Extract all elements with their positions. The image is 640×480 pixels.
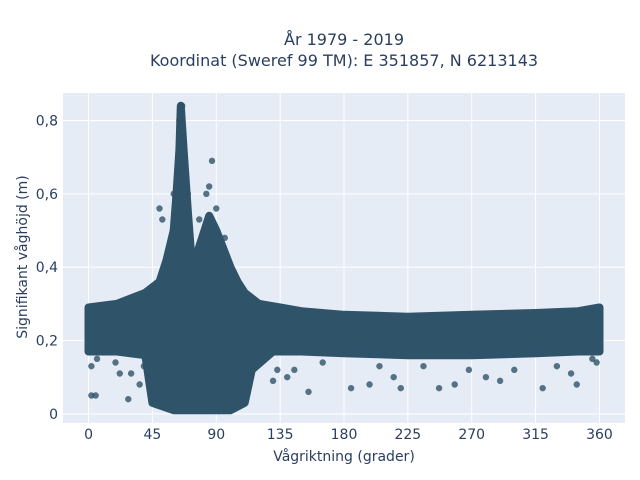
data-point-30	[305, 388, 312, 396]
data-point-2	[88, 362, 95, 370]
chart-title-line2: Koordinat (Sweref 99 TM): E 351857, N 62…	[150, 51, 538, 70]
data-point-5	[116, 370, 123, 377]
x-tick-label-8: 360	[586, 427, 613, 443]
x-tick-labels: 0 45 90 135 180 225 270 315 360	[84, 427, 613, 443]
x-tick-label-2: 90	[207, 427, 225, 443]
data-point-38	[435, 384, 443, 392]
data-point-1	[92, 392, 99, 399]
data-point-4	[112, 359, 119, 366]
data-point-13	[174, 168, 182, 176]
y-tick-label-4: 0,8	[36, 114, 58, 130]
data-point-6	[125, 395, 132, 403]
data-point-46	[567, 370, 575, 377]
data-point-39	[451, 381, 458, 388]
data-point-23	[221, 234, 228, 242]
data-point-37	[420, 362, 427, 370]
x-axis-label: Vågriktning (grader)	[273, 448, 415, 465]
data-point-32	[347, 384, 355, 392]
data-point-9	[140, 362, 148, 370]
data-point-49	[593, 359, 600, 366]
x-tick-label-1: 45	[143, 427, 161, 443]
data-point-28	[284, 373, 291, 381]
data-point-12	[170, 190, 177, 198]
data-point-8	[136, 381, 143, 388]
data-point-3	[93, 355, 101, 363]
data-point-48	[589, 355, 596, 363]
data-point-10	[156, 205, 163, 212]
y-tick-label-0: 0	[49, 407, 58, 423]
data-point-33	[366, 381, 373, 388]
data-point-11	[159, 216, 166, 223]
data-point-44	[539, 384, 546, 392]
data-point-15	[177, 109, 184, 117]
data-point-47	[573, 381, 580, 388]
y-tick-label-3: 0,6	[36, 187, 58, 203]
y-tick-label-2: 0,4	[36, 260, 58, 276]
data-point-19	[203, 190, 210, 198]
data-point-14	[176, 117, 183, 124]
data-point-25	[255, 351, 263, 359]
data-point-45	[553, 362, 561, 370]
data-point-41	[482, 373, 490, 381]
x-tick-label-0: 0	[84, 427, 93, 443]
data-point-27	[274, 366, 281, 374]
data-point-24	[245, 359, 253, 366]
x-tick-label-3: 135	[267, 427, 294, 443]
data-point-42	[496, 377, 504, 385]
data-point-31	[319, 359, 326, 366]
data-point-21	[208, 157, 216, 165]
y-tick-labels: 0 0,2 0,4 0,6 0,8	[36, 114, 58, 423]
data-point-40	[465, 366, 473, 374]
scatter-points	[88, 102, 600, 403]
data-point-36	[397, 384, 404, 392]
data-point-16	[179, 102, 186, 110]
data-point-20	[205, 183, 213, 190]
data-point-17	[184, 190, 192, 198]
data-point-29	[291, 366, 298, 374]
x-tick-label-6: 270	[458, 427, 485, 443]
data-point-35	[390, 373, 397, 381]
data-point-34	[376, 362, 383, 370]
data-point-26	[269, 377, 277, 385]
x-tick-label-5: 225	[394, 427, 421, 443]
data-point-22	[213, 205, 220, 212]
data-point-18	[196, 216, 203, 223]
x-tick-label-7: 315	[522, 427, 549, 443]
chart-title-line1: År 1979 - 2019	[284, 30, 404, 49]
y-tick-label-1: 0,2	[36, 334, 58, 350]
y-axis-label: Signifikant våghöjd (m)	[14, 175, 31, 338]
data-point-7	[127, 370, 135, 377]
data-point-43	[511, 366, 518, 374]
x-tick-label-4: 180	[331, 427, 358, 443]
